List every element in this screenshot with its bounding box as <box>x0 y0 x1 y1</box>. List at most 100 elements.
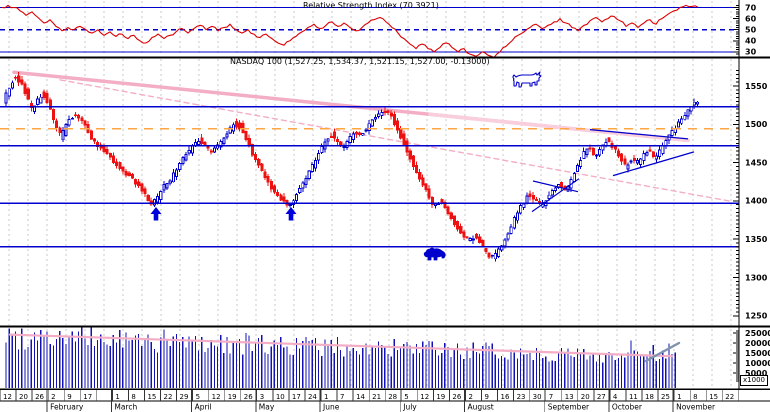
date-tick-label: 13 <box>565 393 574 401</box>
date-tick-label: 20 <box>19 393 28 401</box>
date-tick-label: 7 <box>340 393 344 401</box>
secondary-downtrend-line[interactable] <box>59 79 734 203</box>
price-axis-label: 1500 <box>745 120 768 129</box>
date-tick-label: 20 <box>581 393 590 401</box>
price-axis-label: 1550 <box>745 82 768 91</box>
volume-axis-label: 10000 <box>745 359 770 368</box>
month-label: June <box>322 403 340 412</box>
date-tick-label: 22 <box>725 393 734 401</box>
date-tick-label: 28 <box>388 393 397 401</box>
date-tick-label: 12 <box>212 393 221 401</box>
date-tick-label: 9 <box>67 393 71 401</box>
date-tick-label: 10 <box>276 393 285 401</box>
date-tick-label: 12 <box>420 393 429 401</box>
date-tick-label: 4 <box>613 393 618 401</box>
rsi-axis-label: 30 <box>745 48 757 57</box>
price-axis-label: 1350 <box>745 235 768 244</box>
date-tick-label: 26 <box>35 393 44 401</box>
date-tick-label: 18 <box>645 393 654 401</box>
date-tick-label: 2 <box>51 393 55 401</box>
month-label: September <box>548 403 590 412</box>
month-label: October <box>612 403 643 412</box>
rsi-axis-label: 40 <box>745 37 757 46</box>
volume-breakout-segment[interactable] <box>644 341 681 363</box>
price-axis-label: 1250 <box>745 312 768 321</box>
date-tick-label: 5 <box>404 393 408 401</box>
price-axis-label: 1400 <box>745 197 768 206</box>
rsi-axis-label: 50 <box>745 26 757 35</box>
pennant-lower-line[interactable] <box>531 178 580 213</box>
volume-axis-label: 5000 <box>745 369 768 378</box>
rsi-line[interactable] <box>1 4 699 59</box>
wedge-lower-line[interactable] <box>612 151 695 177</box>
volume-ma-line[interactable] <box>8 333 674 358</box>
volume-axis-label: 15000 <box>745 349 770 358</box>
rsi-axis-label: 70 <box>745 3 757 12</box>
date-tick-label: 8 <box>131 393 135 401</box>
date-tick-label: 1 <box>677 393 681 401</box>
x-axis: 12 20 26 2 9 17 1 8 15 22 29 5 12 19 26 3 10 17 24 1 7 14 21 28… <box>0 390 770 412</box>
price-axis-label: 1450 <box>745 158 768 167</box>
buy-signal-arrow-march[interactable] <box>150 207 162 221</box>
date-tick-label: 17 <box>292 393 301 401</box>
bear-icon[interactable] <box>423 247 446 261</box>
date-tick-label: 19 <box>228 393 237 401</box>
date-tick-label: 8 <box>693 393 697 401</box>
date-tick-label: 12 <box>3 393 12 401</box>
date-tick-label: 1 <box>324 393 328 401</box>
month-label: August <box>467 403 493 412</box>
date-tick-label: 25 <box>661 393 670 401</box>
date-tick-label: 17 <box>83 393 92 401</box>
volume-axis-label: 20000 <box>745 339 770 348</box>
date-tick-label: 5 <box>196 393 200 401</box>
date-tick-label: 26 <box>452 393 461 401</box>
date-tick-label: 7 <box>549 393 553 401</box>
date-tick-label: 22 <box>164 393 173 401</box>
date-tick-label: 16 <box>501 393 510 401</box>
price-trendlines-front[interactable] <box>531 129 695 213</box>
date-tick-label: 27 <box>597 393 606 401</box>
volume-axis-label: 25000 <box>745 329 770 338</box>
annotation-objects[interactable] <box>150 71 542 261</box>
date-tick-label: 15 <box>709 393 718 401</box>
primary-downtrend-fade[interactable] <box>428 112 690 143</box>
date-tick-label: 30 <box>533 393 542 401</box>
price-axis-label: 1300 <box>745 273 768 282</box>
month-label: February <box>50 403 84 412</box>
rsi-indicator-title[interactable]: Relative Strength Index (70.3921) <box>303 1 439 10</box>
month-label: November <box>676 403 716 412</box>
date-tick-label: 11 <box>629 393 638 401</box>
buy-signal-arrow-may[interactable] <box>285 207 297 221</box>
date-tick-label: 14 <box>356 393 365 401</box>
date-tick-label: 26 <box>244 393 253 401</box>
date-tick-label: 3 <box>260 393 264 401</box>
pennant-upper-line[interactable] <box>532 180 579 193</box>
volume-unit-label: x1000 <box>740 375 768 386</box>
vertical-gridlines <box>8 1 732 388</box>
month-label: July <box>402 403 417 412</box>
date-tick-label: 15 <box>147 393 156 401</box>
wedge-upper-line[interactable] <box>589 129 689 140</box>
date-tick-label: 1 <box>115 393 119 401</box>
volume-overlays[interactable] <box>8 333 681 363</box>
candlestick-series[interactable] <box>4 71 700 262</box>
date-tick-label: 24 <box>308 393 317 401</box>
rsi-axis-label: 60 <box>745 14 757 23</box>
horizontal-price-lines[interactable] <box>0 106 739 248</box>
rsi-level-lines <box>0 6 739 53</box>
bull-icon[interactable] <box>512 71 542 88</box>
volume-bars <box>5 326 676 388</box>
price-series-title[interactable]: NASDAQ 100 (1,527.25, 1,534.37, 1,521.15… <box>230 57 490 66</box>
date-tick-label: 29 <box>180 393 189 401</box>
date-tick-label: 19 <box>436 393 445 401</box>
month-label: April <box>195 403 212 412</box>
month-label: March <box>114 403 137 412</box>
panel-separators <box>0 56 770 391</box>
month-label: May <box>259 403 275 412</box>
date-tick-label: 2 <box>468 393 472 401</box>
price-trendlines-back[interactable] <box>12 70 734 203</box>
date-tick-label: 23 <box>517 393 526 401</box>
date-tick-label: 9 <box>485 393 489 401</box>
